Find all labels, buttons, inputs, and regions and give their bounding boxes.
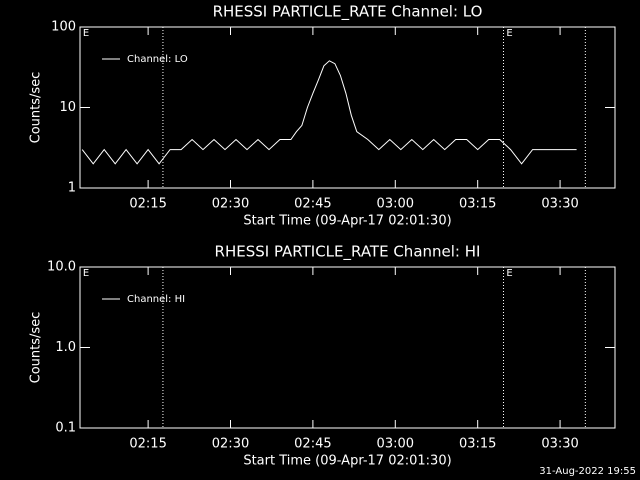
x-tick-label: 02:30	[212, 437, 249, 452]
x-tick-label: 03:30	[541, 197, 578, 212]
data-line	[81, 60, 577, 165]
annotation: E	[83, 28, 89, 39]
x-tick-label: 02:45	[294, 437, 331, 452]
y-axis-label: Counts/sec	[29, 312, 44, 384]
plot-frame	[79, 266, 616, 429]
x-tick-label: 02:45	[294, 197, 331, 212]
x-tick-label: 03:00	[377, 197, 414, 212]
x-tick-label: 03:00	[377, 437, 414, 452]
x-tick-label: 02:30	[212, 197, 249, 212]
chart-title: RHESSI PARTICLE_RATE Channel: LO	[213, 3, 483, 22]
x-tick-label: 03:30	[541, 437, 578, 452]
y-tick-label: 10	[59, 100, 76, 115]
y-tick-label: 0.1	[55, 421, 76, 436]
y-axis-label: Counts/sec	[29, 72, 44, 144]
y-tick-label: 1.0	[55, 340, 76, 355]
x-axis-label: Start Time (09-Apr-17 02:01:30)	[243, 454, 451, 469]
x-axis-label: Start Time (09-Apr-17 02:01:30)	[243, 214, 451, 229]
x-tick-label: 02:15	[129, 437, 166, 452]
x-tick-label: 02:15	[129, 197, 166, 212]
annotation: E	[506, 268, 512, 279]
plot-frame	[79, 26, 616, 189]
annotation: E	[506, 28, 512, 39]
y-tick-label: 100	[51, 20, 76, 35]
legend-label: Channel: HI	[127, 294, 185, 305]
annotation: E	[83, 268, 89, 279]
y-tick-label: 10.0	[47, 260, 76, 275]
chart-title: RHESSI PARTICLE_RATE Channel: HI	[215, 243, 481, 262]
y-tick-label: 1	[68, 181, 76, 196]
x-tick-label: 03:15	[459, 197, 496, 212]
x-tick-label: 03:15	[459, 437, 496, 452]
legend-label: Channel: LO	[127, 54, 188, 65]
timestamp: 31-Aug-2022 19:55	[539, 466, 636, 477]
